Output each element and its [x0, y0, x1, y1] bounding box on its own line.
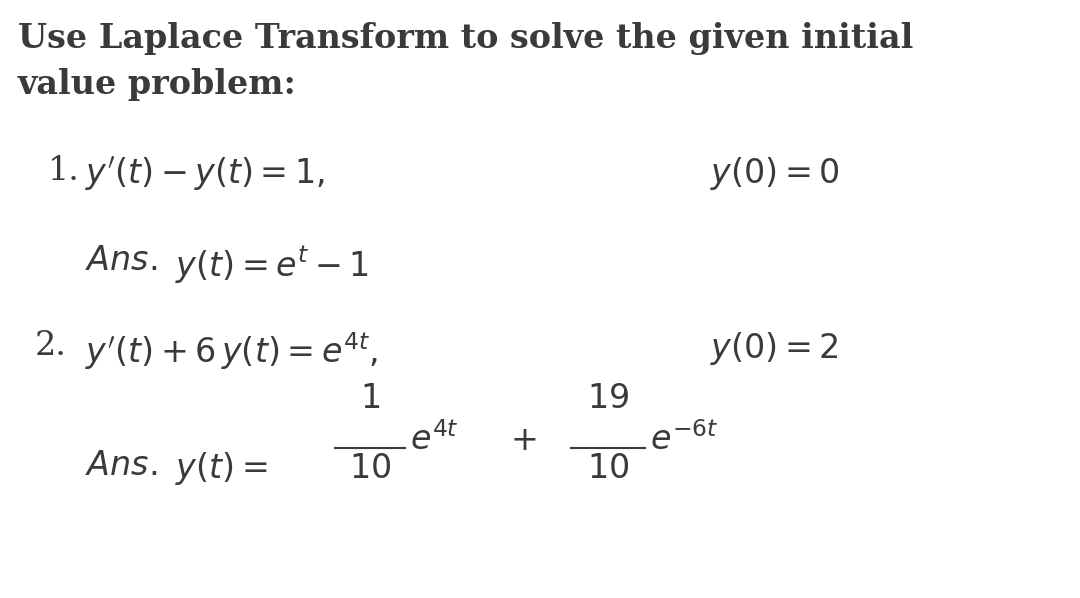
Text: $y'(t)-y(t)=1,$: $y'(t)-y(t)=1,$ — [85, 155, 325, 193]
Text: $+$: $+$ — [510, 423, 537, 456]
Text: $y(0)=2$: $y(0)=2$ — [710, 330, 839, 367]
Text: $y(t)=e^{t}-1$: $y(t)=e^{t}-1$ — [175, 245, 369, 286]
Text: $10$: $10$ — [349, 452, 391, 485]
Text: $e^{-6t}$: $e^{-6t}$ — [650, 423, 718, 457]
Text: $y'(t)+6\,y(t)=e^{4t},$: $y'(t)+6\,y(t)=e^{4t},$ — [85, 330, 378, 372]
Text: value problem:: value problem: — [18, 68, 297, 101]
Text: 2.: 2. — [35, 330, 67, 362]
Text: $\mathit{Ans.}$: $\mathit{Ans.}$ — [85, 450, 158, 482]
Text: $\mathit{Ans.}$: $\mathit{Ans.}$ — [85, 245, 158, 277]
Text: $y(0)=0$: $y(0)=0$ — [710, 155, 840, 192]
Text: 1.: 1. — [48, 155, 80, 187]
Text: Use Laplace Transform to solve the given initial: Use Laplace Transform to solve the given… — [18, 22, 914, 55]
Text: $y(t)=$: $y(t)=$ — [175, 450, 268, 487]
Text: $10$: $10$ — [586, 452, 630, 485]
Text: $e^{4t}$: $e^{4t}$ — [410, 423, 459, 457]
Text: $1$: $1$ — [360, 382, 380, 415]
Text: $19$: $19$ — [586, 382, 629, 415]
